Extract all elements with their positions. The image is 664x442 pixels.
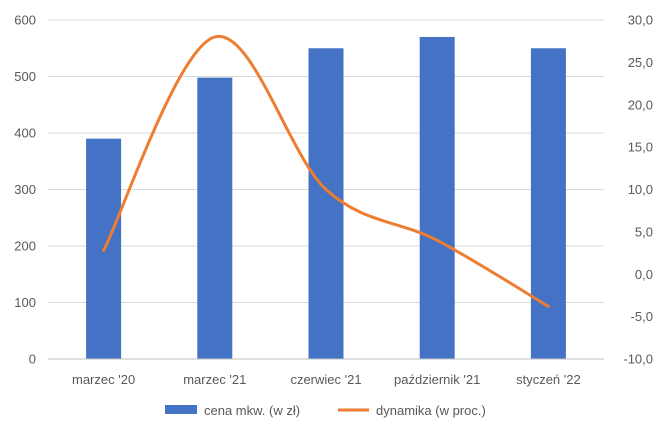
axes: 0 100 200 300 400 500 600 -10,0 -5,0 0,0 5,0 10,0 15… [14, 13, 653, 388]
y-left-tick-label: 0 [29, 352, 36, 367]
line-series-path [102, 35, 550, 308]
y-left-tick-label: 100 [14, 295, 36, 310]
y-right-tick-label: 0,0 [635, 267, 653, 282]
legend-swatch-bar [165, 405, 197, 414]
bar-series [86, 36, 566, 359]
y-left-tick-label: 200 [14, 239, 36, 254]
bar [530, 48, 566, 359]
x-tick-label: październik '21 [394, 372, 480, 387]
y-right-tick-label: 10,0 [628, 182, 653, 197]
x-tick-label: marzec '20 [72, 372, 135, 387]
bar [419, 36, 455, 359]
y-left-tick-label: 600 [14, 13, 36, 28]
legend: cena mkw. (w zł) dynamika (w proc.) [165, 403, 486, 418]
y-left-tick-label: 400 [14, 126, 36, 141]
bar [197, 77, 233, 359]
legend-label-bar: cena mkw. (w zł) [204, 403, 300, 418]
x-tick-label: styczeń '22 [516, 372, 581, 387]
y-right-tick-label: 30,0 [628, 13, 653, 28]
y-right-tick-label: -10,0 [623, 352, 653, 367]
y-right-tick-label: -5,0 [631, 309, 653, 324]
y-right-tick-label: 20,0 [628, 97, 653, 112]
y-left-tick-label: 500 [14, 69, 36, 84]
y-left-tick-label: 300 [14, 182, 36, 197]
bar [308, 48, 344, 359]
y-right-tick-label: 15,0 [628, 140, 653, 155]
line-series [102, 35, 550, 308]
x-tick-label: marzec '21 [183, 372, 246, 387]
y-right-tick-label: 25,0 [628, 55, 653, 70]
x-tick-label: czerwiec '21 [290, 372, 361, 387]
legend-label-line: dynamika (w proc.) [376, 403, 486, 418]
y-right-tick-label: 5,0 [635, 224, 653, 239]
